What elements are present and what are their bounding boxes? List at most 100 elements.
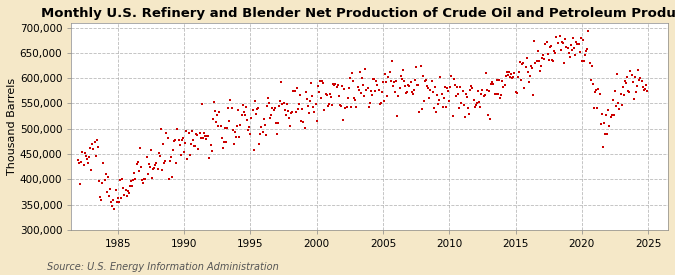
- Point: [130, 177, 141, 181]
- Point: [179, 150, 190, 154]
- Point: [559, 60, 570, 65]
- Point: [552, 40, 563, 45]
- Y-axis label: Thousand Barrels: Thousand Barrels: [7, 78, 17, 175]
- Point: [136, 165, 146, 169]
- Point: [642, 88, 653, 93]
- Point: [347, 70, 358, 75]
- Point: [594, 91, 605, 96]
- Point: [465, 88, 476, 93]
- Point: [80, 154, 91, 158]
- Point: [606, 113, 617, 117]
- Point: [240, 105, 251, 110]
- Point: [125, 183, 136, 188]
- Point: [391, 78, 402, 83]
- Point: [533, 59, 544, 63]
- Point: [281, 102, 292, 106]
- Point: [420, 79, 431, 83]
- Point: [592, 106, 603, 110]
- Point: [288, 89, 299, 93]
- Point: [335, 104, 346, 108]
- Point: [256, 125, 267, 129]
- Point: [576, 59, 587, 63]
- Point: [389, 79, 400, 84]
- Point: [74, 161, 84, 165]
- Point: [377, 89, 387, 94]
- Point: [356, 76, 367, 80]
- Point: [78, 163, 89, 167]
- Point: [188, 138, 198, 142]
- Point: [633, 67, 644, 72]
- Point: [620, 79, 630, 83]
- Point: [101, 189, 112, 194]
- Point: [517, 62, 528, 66]
- Point: [280, 112, 291, 117]
- Point: [557, 40, 568, 45]
- Point: [103, 175, 113, 179]
- Point: [393, 94, 404, 98]
- Point: [375, 100, 386, 105]
- Point: [530, 60, 541, 65]
- Point: [165, 155, 176, 160]
- Point: [250, 112, 261, 116]
- Point: [111, 200, 122, 204]
- Point: [613, 101, 624, 105]
- Point: [127, 183, 138, 188]
- Point: [73, 157, 84, 162]
- Point: [240, 113, 250, 117]
- Point: [286, 111, 297, 115]
- Point: [77, 150, 88, 154]
- Point: [149, 166, 160, 171]
- Point: [396, 74, 406, 78]
- Point: [401, 90, 412, 95]
- Point: [595, 122, 606, 126]
- Point: [246, 116, 257, 120]
- Point: [313, 90, 324, 95]
- Point: [514, 60, 525, 65]
- Point: [408, 87, 419, 92]
- Point: [190, 144, 200, 149]
- Point: [298, 120, 309, 124]
- Point: [340, 106, 351, 110]
- Point: [255, 132, 266, 137]
- Point: [112, 196, 123, 200]
- Point: [261, 104, 272, 108]
- Point: [183, 131, 194, 136]
- Point: [313, 84, 323, 89]
- Point: [455, 85, 466, 89]
- Point: [502, 70, 512, 74]
- Point: [439, 85, 450, 89]
- Point: [217, 146, 228, 150]
- Point: [198, 131, 209, 136]
- Point: [417, 74, 428, 78]
- Point: [422, 84, 433, 88]
- Point: [323, 102, 334, 106]
- Point: [386, 59, 397, 63]
- Point: [161, 131, 172, 135]
- Point: [176, 138, 187, 142]
- Point: [264, 101, 275, 105]
- Point: [578, 38, 589, 42]
- Point: [460, 92, 471, 96]
- Point: [508, 75, 519, 79]
- Point: [389, 90, 400, 95]
- Point: [84, 155, 95, 159]
- Point: [398, 78, 409, 83]
- Point: [273, 104, 284, 109]
- Point: [160, 159, 171, 164]
- Point: [398, 68, 408, 72]
- Point: [441, 86, 452, 90]
- Point: [628, 96, 639, 101]
- Point: [621, 81, 632, 85]
- Point: [330, 82, 341, 87]
- Point: [516, 77, 526, 82]
- Point: [476, 92, 487, 96]
- Point: [472, 89, 483, 93]
- Point: [348, 79, 358, 83]
- Point: [431, 110, 441, 115]
- Point: [414, 110, 425, 114]
- Point: [477, 87, 488, 92]
- Point: [377, 79, 388, 84]
- Point: [309, 110, 320, 115]
- Point: [332, 83, 343, 87]
- Point: [518, 60, 529, 65]
